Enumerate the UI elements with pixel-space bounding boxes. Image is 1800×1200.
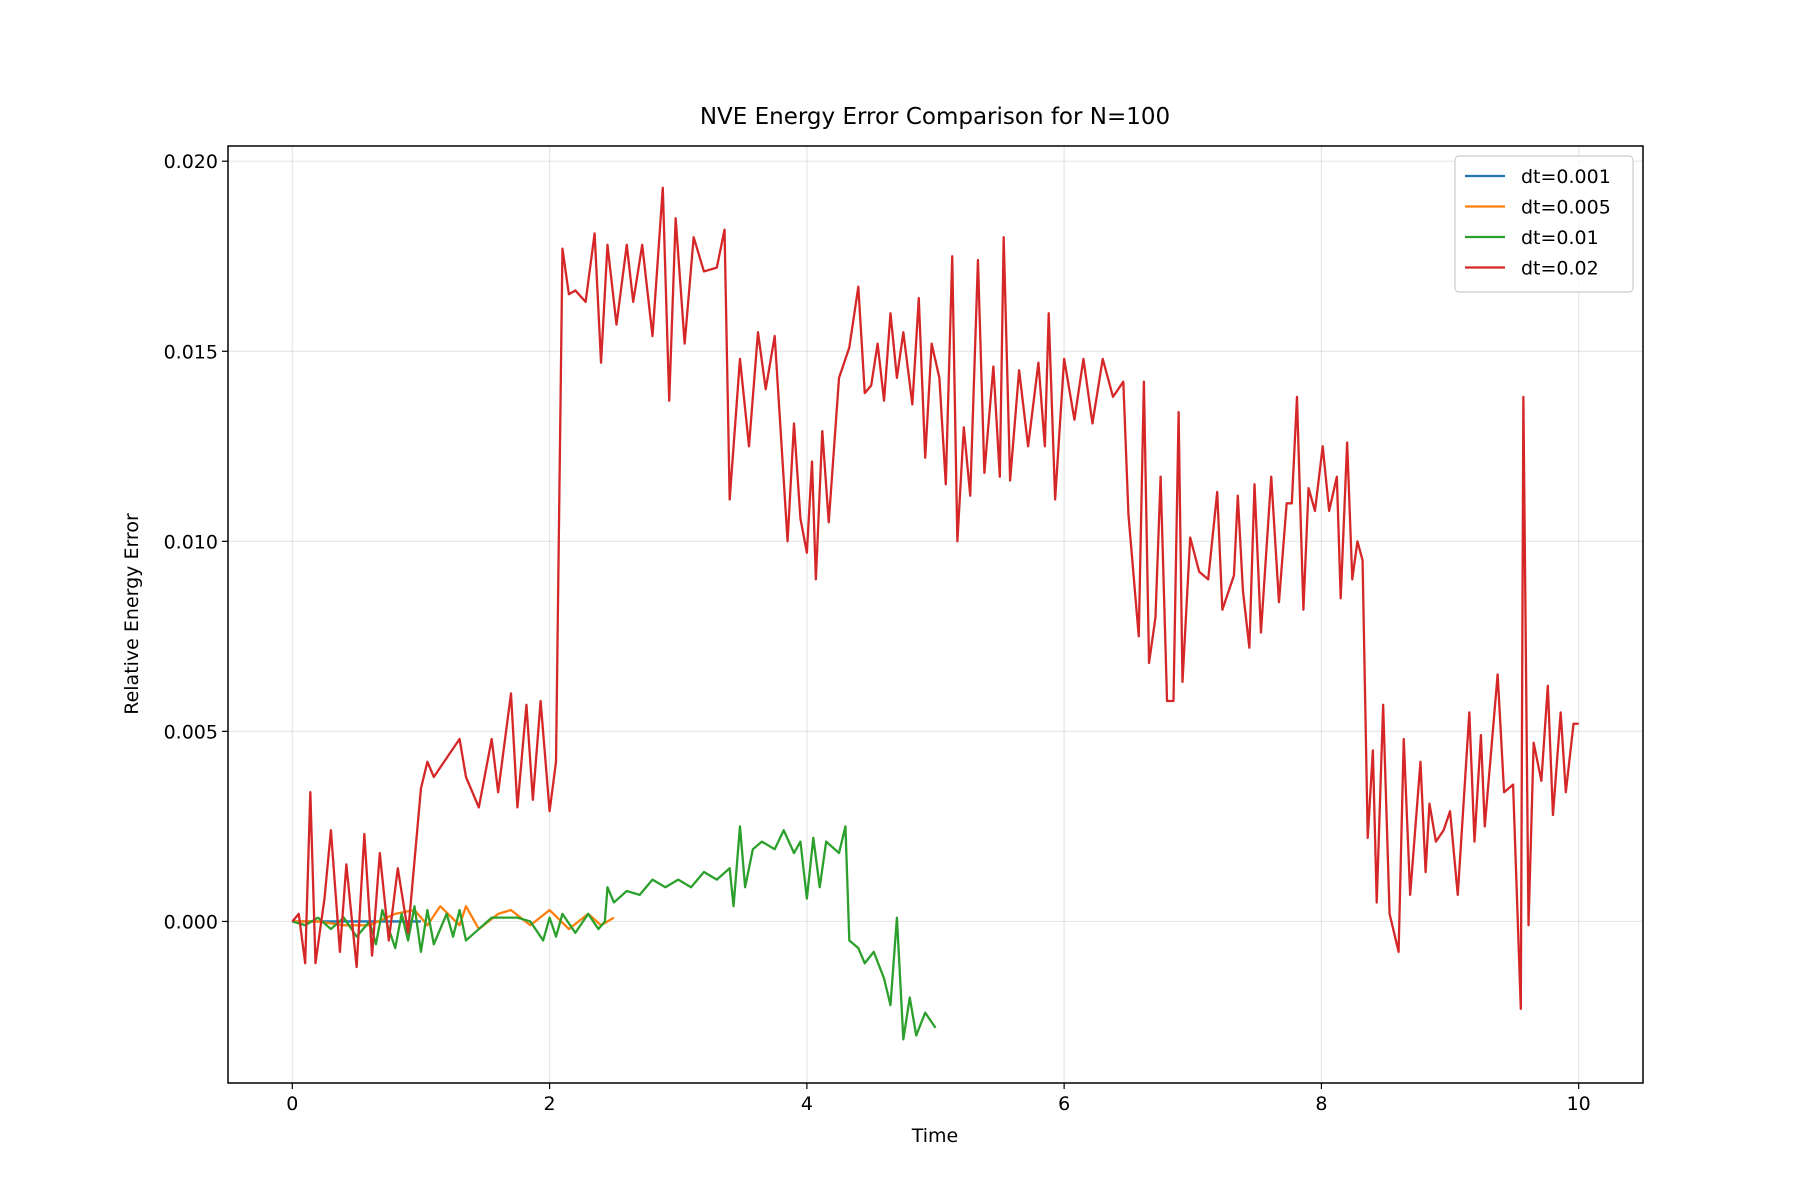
legend-label: dt=0.02 [1521, 258, 1599, 280]
x-tick-label: 10 [1567, 1093, 1591, 1115]
y-tick-label: 0.005 [164, 721, 218, 743]
chart-title: NVE Energy Error Comparison for N=100 [700, 104, 1170, 130]
series-line [291, 186, 1579, 1011]
legend-label: dt=0.005 [1521, 197, 1611, 219]
y-axis-label: Relative Energy Error [121, 513, 143, 715]
x-tick-label: 0 [286, 1093, 298, 1115]
x-tick-label: 2 [544, 1093, 556, 1115]
x-tick-label: 6 [1058, 1093, 1070, 1115]
x-tick-label: 4 [801, 1093, 813, 1115]
series-line [291, 825, 937, 1041]
plot-frame [227, 145, 1644, 1084]
y-tick-label: 0.000 [164, 911, 218, 933]
legend-label: dt=0.01 [1521, 227, 1599, 249]
legend-label: dt=0.001 [1521, 166, 1611, 188]
legend-box [1454, 155, 1634, 293]
y-tick-label: 0.010 [164, 531, 218, 553]
x-axis-label: Time [911, 1125, 959, 1147]
y-tick-label: 0.015 [164, 341, 218, 363]
y-tick-label: 0.020 [164, 151, 218, 173]
x-tick-label: 8 [1315, 1093, 1327, 1115]
